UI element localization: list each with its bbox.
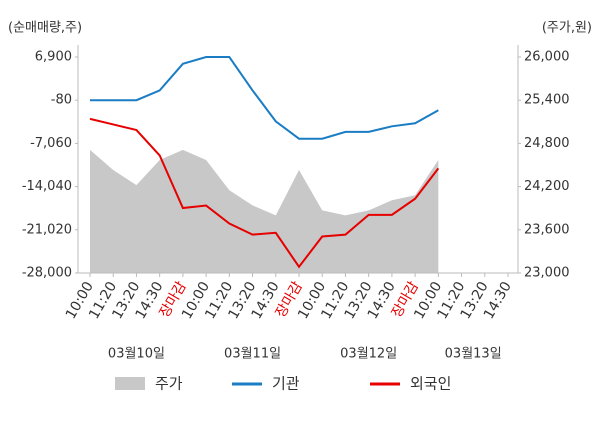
date-label: 03월13일 — [445, 347, 502, 362]
y-tick-label: -14,040 — [22, 179, 72, 194]
y2-tick-label: 24,800 — [524, 136, 570, 151]
date-label: 03월12일 — [340, 347, 397, 362]
legend-label: 주가 — [155, 375, 183, 393]
y2-tick-label: 24,200 — [524, 179, 570, 194]
date-label: 03월11일 — [224, 347, 281, 362]
y-tick-label: -80 — [51, 93, 72, 108]
series-line — [90, 56, 439, 140]
y2-tick-label: 23,000 — [524, 266, 570, 281]
legend-swatch — [115, 377, 145, 390]
y2-tick-label: 23,600 — [524, 222, 570, 237]
y2-tick-label: 26,000 — [524, 50, 570, 65]
legend-label: 외국인 — [410, 375, 451, 393]
series-line — [89, 117, 440, 269]
y-tick-label: -28,000 — [22, 266, 72, 281]
y2-tick-label: 25,400 — [524, 93, 570, 108]
legend-label: 기관 — [272, 375, 300, 393]
y-tick-label: -21,020 — [22, 222, 72, 237]
date-label: 03월10일 — [108, 347, 165, 362]
y-axis-label: (순매매량,주) — [8, 21, 82, 36]
y2-axis-label: (주가,원) — [542, 21, 592, 36]
price-area — [90, 149, 439, 273]
y-tick-label: 6,900 — [35, 50, 72, 65]
y-tick-label: -7,060 — [30, 136, 72, 151]
